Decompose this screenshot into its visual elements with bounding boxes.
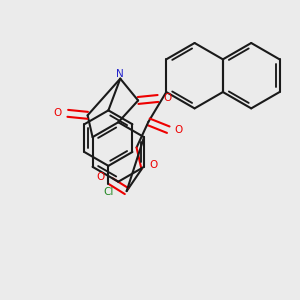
Text: O: O: [164, 94, 172, 103]
Text: Cl: Cl: [103, 187, 114, 196]
Text: N: N: [116, 69, 124, 79]
Text: O: O: [149, 160, 158, 170]
Text: O: O: [54, 108, 62, 118]
Text: O: O: [174, 125, 182, 135]
Text: O: O: [97, 172, 105, 182]
